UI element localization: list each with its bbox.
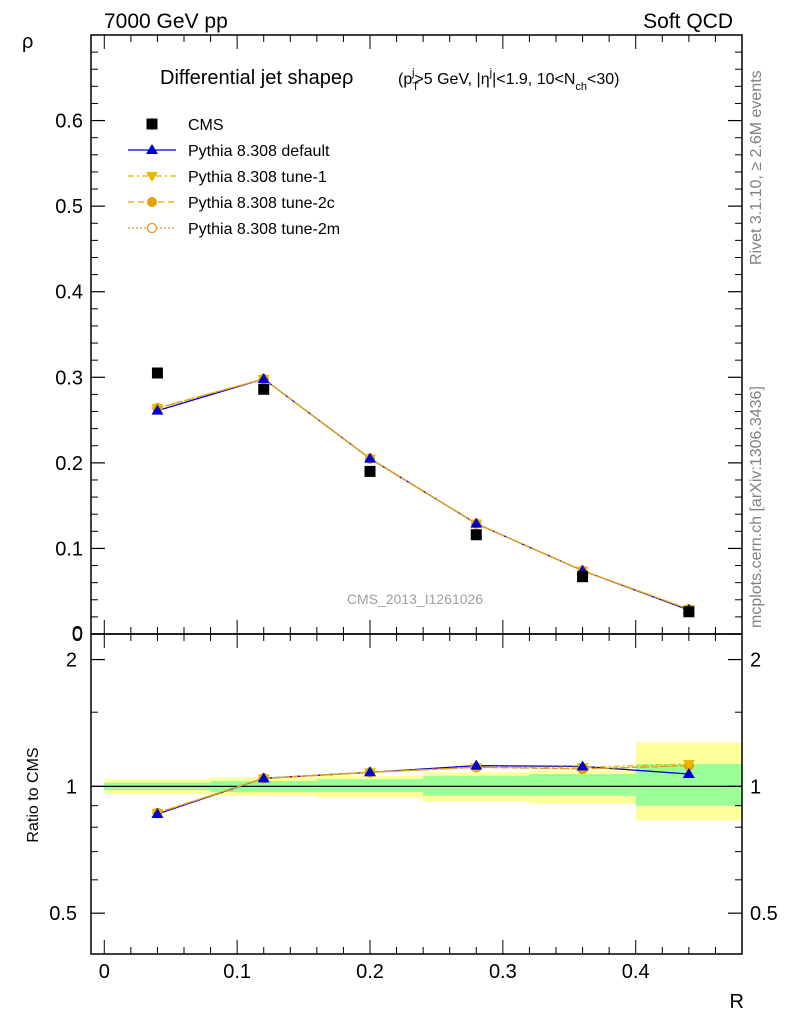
- x-tick-label: 0.1: [223, 961, 251, 983]
- cms-data-point: [470, 529, 482, 541]
- cms-data-point: [364, 465, 376, 477]
- main-title-text: Differential jet shapeρ: [160, 67, 353, 89]
- legend-marker: [146, 172, 158, 182]
- legend-marker: [146, 118, 158, 130]
- ratio-data-point: [576, 760, 589, 771]
- legend-marker: [146, 222, 158, 234]
- mc-data-point: [151, 404, 164, 415]
- legend-entry-label: Pythia 8.308 default: [188, 143, 330, 160]
- mc-data-point: [364, 452, 376, 463]
- main-series-line: [157, 378, 690, 611]
- legend-entry-label: CMS: [188, 117, 224, 134]
- x-tick-label: 0: [99, 961, 110, 983]
- main-y-tick-label-zero: 0: [72, 623, 83, 645]
- x-tick-label: 0.4: [622, 961, 650, 983]
- ratio-data-point: [257, 772, 270, 783]
- ratio-y-tick-label-right: 0.5: [750, 903, 778, 925]
- legend-marker: [146, 144, 158, 154]
- main-series-line: [157, 378, 690, 610]
- ratio-plot-frame: [90, 633, 743, 955]
- mc-data-point: [470, 517, 483, 528]
- ratio-y-tick-label: 0.5: [49, 903, 77, 925]
- main-y-tick-label: 0.3: [55, 367, 83, 389]
- rivet-version-label: Rivet 3.1.10, ≥ 2.6M events: [748, 70, 765, 265]
- x-tick-label: 0.3: [489, 961, 517, 983]
- ratio-y-tick-label-right: 2: [750, 650, 761, 672]
- cms-data-point: [577, 571, 589, 583]
- cms-data-point: [683, 606, 695, 618]
- y-axis-label-ratio: Ratio to CMS: [25, 747, 42, 842]
- legend-entry-label: Pythia 8.308 tune-1: [188, 169, 327, 186]
- legend: CMS Pythia 8.308 default Pythia 8.308 tune…: [128, 117, 340, 238]
- ratio-series-line: [157, 764, 689, 814]
- main-axis-ticks: 00.10.20.30.40.50.60: [55, 35, 743, 646]
- analysis-watermark: CMS_2013_I1261026: [347, 591, 483, 607]
- main-panel: 00.10.20.30.40.50.60 CMS_2013_I1261026 ρ…: [22, 31, 743, 646]
- mcplots-reference-label: mcplots.cern.ch [arXiv:1306.3436]: [748, 386, 765, 628]
- main-y-tick-label: 0: [72, 624, 83, 646]
- main-y-tick-label: 0.4: [55, 282, 83, 304]
- main-y-tick-label: 0.2: [55, 453, 83, 475]
- ratio-panel: 0.5 0.5 1 1 2 2 0 0.1 0.2 0.3 0.4 Ratio to CMS R: [25, 633, 778, 1013]
- ratio-data-point: [151, 807, 164, 818]
- y-axis-label-rho: ρ: [22, 31, 33, 53]
- cms-data-point: [258, 383, 270, 395]
- header-process-label: Soft QCD: [643, 10, 733, 33]
- ratio-data-point: [364, 766, 376, 777]
- ratio-y-tick-label: 1: [66, 776, 77, 798]
- ratio-uncertainty-band-inner: [529, 773, 636, 796]
- ratio-plot-marks: [91, 742, 742, 821]
- legend-marker: [147, 197, 157, 207]
- header-energy-label: 7000 GeV pp: [104, 10, 228, 33]
- ratio-data-point: [682, 767, 695, 778]
- main-title-cuts: (pTj>5 GeV, |ηj|<1.9, 10<Nch<30): [398, 67, 619, 93]
- x-tick-label: 0.2: [356, 961, 384, 983]
- x-axis-label: R: [730, 991, 744, 1013]
- ratio-y-tick-label-right: 1: [750, 776, 761, 798]
- ratio-data-point: [470, 759, 483, 770]
- legend-entry-label: Pythia 8.308 tune-2m: [188, 221, 340, 238]
- mc-data-point: [257, 372, 270, 383]
- main-y-tick-label: 0.5: [55, 196, 83, 218]
- main-y-tick-label: 0.6: [55, 111, 83, 133]
- ratio-uncertainty-band-inner: [316, 779, 424, 792]
- ratio-y-tick-label: 2: [66, 650, 77, 672]
- main-title: Differential jet shapeρ: [160, 67, 353, 89]
- main-plot-marks: [151, 367, 695, 618]
- main-series-line: [157, 378, 690, 610]
- ratio-axis-ticks: 0.5 0.5 1 1 2 2 0 0.1 0.2 0.3 0.4: [49, 634, 778, 983]
- cms-data-point: [151, 367, 163, 379]
- legend-entry-label: Pythia 8.308 tune-2c: [188, 195, 335, 212]
- main-y-tick-label: 0.1: [55, 538, 83, 560]
- ratio-data-point: [682, 760, 695, 771]
- main-series-line: [157, 378, 690, 610]
